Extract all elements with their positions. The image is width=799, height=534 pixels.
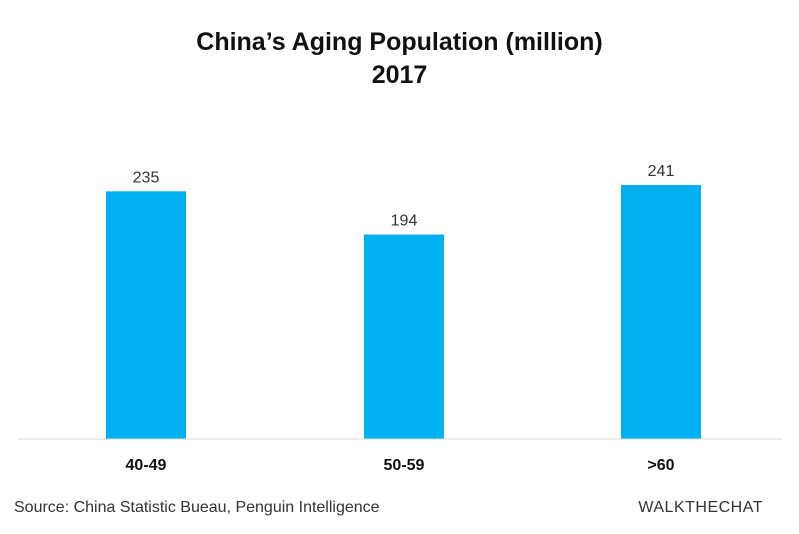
x-tick-labels-group: 40-49 50-59 >60	[126, 457, 675, 474]
bar-50-59	[364, 234, 444, 439]
source-note: Source: China Statistic Bueau, Penguin I…	[14, 499, 380, 516]
chart-title-block: China’s Aging Population (million) 2017	[0, 26, 799, 92]
chart-title: China’s Aging Population (million)	[196, 28, 603, 56]
data-label-50-59: 194	[391, 213, 418, 230]
data-label-40-49: 235	[133, 169, 160, 186]
x-tick-label->60: >60	[647, 457, 674, 474]
brand-logo-text: WALKTHECHAT	[638, 499, 763, 516]
bar->60	[621, 185, 701, 439]
x-tick-label-50-59: 50-59	[384, 457, 425, 474]
data-labels-group: 235 194 241	[133, 163, 675, 230]
bar-40-49	[106, 191, 186, 439]
x-tick-label-40-49: 40-49	[126, 457, 167, 474]
data-label->60: 241	[648, 163, 675, 180]
bars-group	[106, 185, 701, 439]
chart-subtitle: 2017	[371, 61, 428, 89]
